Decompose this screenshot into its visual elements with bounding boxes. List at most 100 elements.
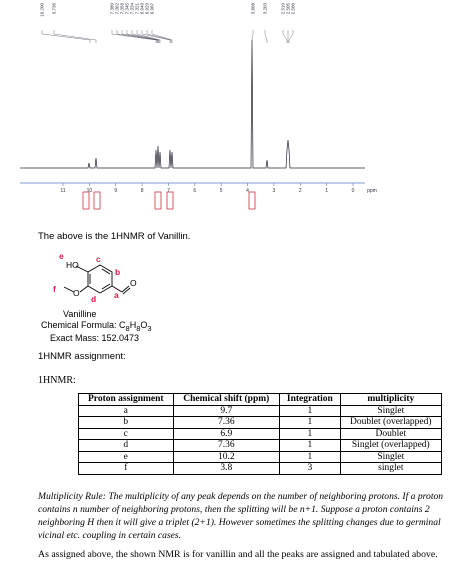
table-cell: 7.36 — [172, 416, 281, 429]
table-cell: 1 — [279, 439, 341, 452]
assignment-heading: 1HNMR assignment: — [38, 351, 126, 362]
table-cell: e — [78, 450, 174, 463]
compound-name: Vanilline — [63, 309, 97, 319]
table-row: b 7.36 1 Doublet (overlapped) — [78, 416, 443, 429]
caption: The above is the 1HNMR of Vanillin. — [38, 231, 191, 242]
table-cell: 1 — [279, 404, 341, 417]
peak-connector — [146, 30, 172, 43]
table-heading: 1HNMR: — [38, 375, 76, 386]
peak-label: 2.500 — [291, 3, 296, 15]
peak-label: 6.907 — [150, 3, 155, 15]
formula-part: H — [129, 320, 137, 330]
peak-connector — [151, 30, 173, 43]
axis-tick-label: 6 — [193, 188, 196, 194]
table-cell: 6.9 — [172, 427, 281, 440]
axis-tick-label: 3 — [273, 188, 276, 194]
table-cell: 3 — [279, 462, 341, 475]
header-cell: multiplicity — [339, 393, 443, 406]
table-cell: 9.7 — [172, 404, 281, 417]
conclusion: As assigned above, the shown NMR is for … — [38, 549, 438, 560]
table-cell: 10.2 — [172, 450, 281, 463]
ring — [63, 264, 131, 295]
peak-label: 7.362 — [115, 3, 120, 15]
peak-connector — [288, 30, 294, 43]
table-cell: Singlet — [339, 404, 443, 417]
axis-tick-label: 0 — [352, 188, 355, 194]
peak-connector — [116, 30, 158, 43]
peak-label: 6.949 — [140, 3, 145, 15]
axis-tick-label: 9 — [114, 188, 117, 194]
table-cell: f — [78, 462, 174, 475]
table-cell: singlet — [339, 462, 443, 475]
header-cell: Integration — [279, 393, 341, 406]
label-a: a — [114, 290, 119, 300]
table-cell: Doublet — [339, 427, 443, 440]
exact-mass: Exact Mass: 152.0473 — [50, 333, 140, 343]
label-f: f — [53, 284, 56, 294]
peak-connector — [141, 30, 171, 43]
table-row: d 7.36 1 Singlet (overlapped) — [78, 439, 443, 452]
axis-tick-label: 1 — [325, 188, 328, 194]
formula: Chemical Formula: C8H8O3 — [41, 320, 152, 333]
peak-connector — [41, 30, 91, 43]
axis-tick-label: 8 — [141, 188, 144, 194]
table-cell: 3.8 — [172, 462, 281, 475]
table-cell: 1 — [279, 427, 341, 440]
formula-part: O — [140, 320, 148, 330]
axis-tick-label: 2 — [299, 188, 302, 194]
integration-boxes — [82, 191, 256, 210]
table-row: a 9.7 1 Singlet — [78, 404, 443, 417]
table-row: f 3.8 3 singlet — [78, 462, 443, 475]
peak-connector — [264, 30, 268, 43]
peak-connector — [126, 30, 159, 43]
table-cell: d — [78, 439, 174, 452]
table-cell: a — [78, 404, 174, 417]
table-cell: b — [78, 416, 174, 429]
axis-tick-label: 4 — [246, 188, 249, 194]
peak-label: 7.380 — [110, 3, 115, 15]
ether-oxygen: O — [73, 288, 80, 298]
axis-unit: ppm — [367, 188, 377, 194]
peak-label: 3.203 — [263, 3, 268, 15]
peak-label: 9.736 — [52, 3, 57, 15]
peak-connector — [136, 30, 161, 43]
axis-tick-label: 5 — [220, 188, 223, 194]
table-cell: 7.36 — [172, 439, 281, 452]
axis-tick-label: 10 — [87, 188, 93, 194]
axis-tick-label: 7 — [167, 188, 170, 194]
table-row: c 6.9 1 Doublet — [78, 427, 443, 440]
header-cell: Proton assignment — [78, 393, 174, 406]
table-cell: 1 — [279, 416, 341, 429]
peak-connector — [53, 30, 97, 43]
label-e: e — [59, 251, 64, 261]
table-row: e 10.2 1 Singlet — [78, 450, 443, 463]
proton-labels: e c b f d a — [53, 251, 120, 304]
peak-label: 7.358 — [120, 3, 125, 15]
multiplicity-rule: Multiplicity Rule: The multiplicity of a… — [38, 491, 444, 541]
carbonyl-oxygen: O — [130, 278, 137, 288]
peak-label: 7.321 — [135, 3, 140, 15]
peak-label: 2.505 — [286, 3, 291, 15]
structure: HO O O e c b f d a — [53, 251, 137, 304]
peak-label: 2.510 — [281, 3, 286, 15]
peak-label: 7.334 — [130, 3, 135, 15]
formula-sub: 8 — [125, 323, 130, 333]
table-cell: c — [78, 427, 174, 440]
formula-sub: 8 — [136, 323, 141, 333]
formula-part: Chemical Formula: C — [41, 320, 126, 330]
peak-label: 6.929 — [145, 3, 150, 15]
table-cell: Singlet — [339, 450, 443, 463]
table-cell: 1 — [279, 450, 341, 463]
label-b: b — [115, 267, 120, 277]
header-row: Proton assignment Chemical shift (ppm) Int… — [78, 393, 443, 406]
peak-label: 7.345 — [125, 3, 130, 15]
table-cell: Singlet (overlapped) — [339, 439, 443, 452]
formula-sub: 3 — [147, 323, 152, 333]
peak-connector — [111, 30, 157, 43]
hydroxyl: HO — [66, 260, 79, 270]
peak-connector — [282, 30, 288, 43]
peak-connector — [131, 30, 160, 43]
peak-label: 10.200 — [40, 3, 45, 17]
